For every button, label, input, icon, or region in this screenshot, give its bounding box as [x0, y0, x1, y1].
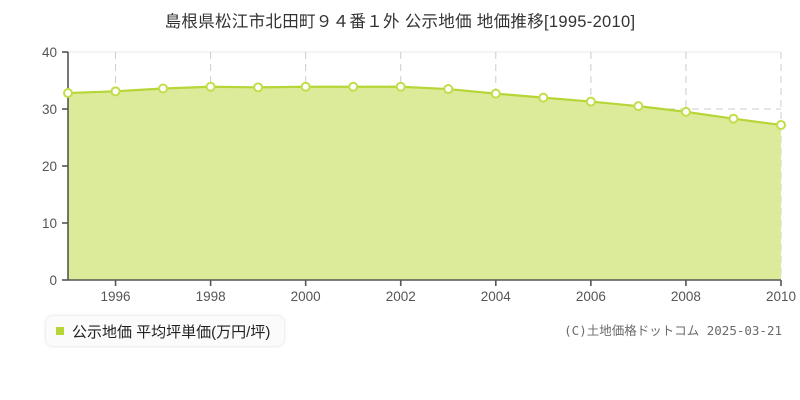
area-fill	[68, 86, 781, 281]
svg-text:1996: 1996	[101, 289, 131, 304]
chart-title: 島根県松江市北田町９４番１外 公示地価 地価推移[1995-2010]	[164, 13, 636, 31]
svg-text:2010: 2010	[766, 289, 796, 304]
svg-text:2000: 2000	[291, 289, 321, 304]
svg-text:1998: 1998	[196, 289, 226, 304]
chart-legend: 公示地価 平均坪単価(万円/坪)	[46, 316, 285, 346]
svg-text:30: 30	[42, 102, 57, 117]
y-axis-tick-labels: 0 10 20 30 40	[42, 45, 57, 288]
data-point-markers	[63, 81, 786, 130]
svg-text:20: 20	[42, 159, 57, 174]
svg-text:2002: 2002	[386, 289, 416, 304]
svg-text:2008: 2008	[671, 289, 701, 304]
legend-item-label: 公示地価 平均坪単価(万円/坪)	[72, 323, 271, 341]
svg-text:10: 10	[42, 216, 57, 231]
x-axis-tick-labels: 1996 1998 2000 2002 2004 2006 2008 2010	[101, 289, 797, 304]
data-line	[66, 85, 783, 127]
svg-text:2006: 2006	[576, 289, 606, 304]
svg-text:2004: 2004	[481, 289, 512, 304]
svg-text:0: 0	[49, 273, 57, 288]
legend-swatch-icon	[56, 327, 64, 335]
copyright-credit: (C)土地価格ドットコム 2025-03-21	[564, 323, 782, 338]
svg-text:40: 40	[42, 45, 57, 60]
